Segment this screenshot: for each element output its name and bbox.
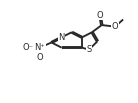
Text: O: O — [112, 22, 118, 31]
Text: O: O — [97, 11, 104, 20]
Text: N⁺: N⁺ — [34, 43, 45, 52]
Text: N: N — [59, 33, 65, 42]
Text: O⁻: O⁻ — [22, 43, 33, 52]
Text: S: S — [86, 45, 91, 54]
Text: O: O — [36, 53, 43, 62]
